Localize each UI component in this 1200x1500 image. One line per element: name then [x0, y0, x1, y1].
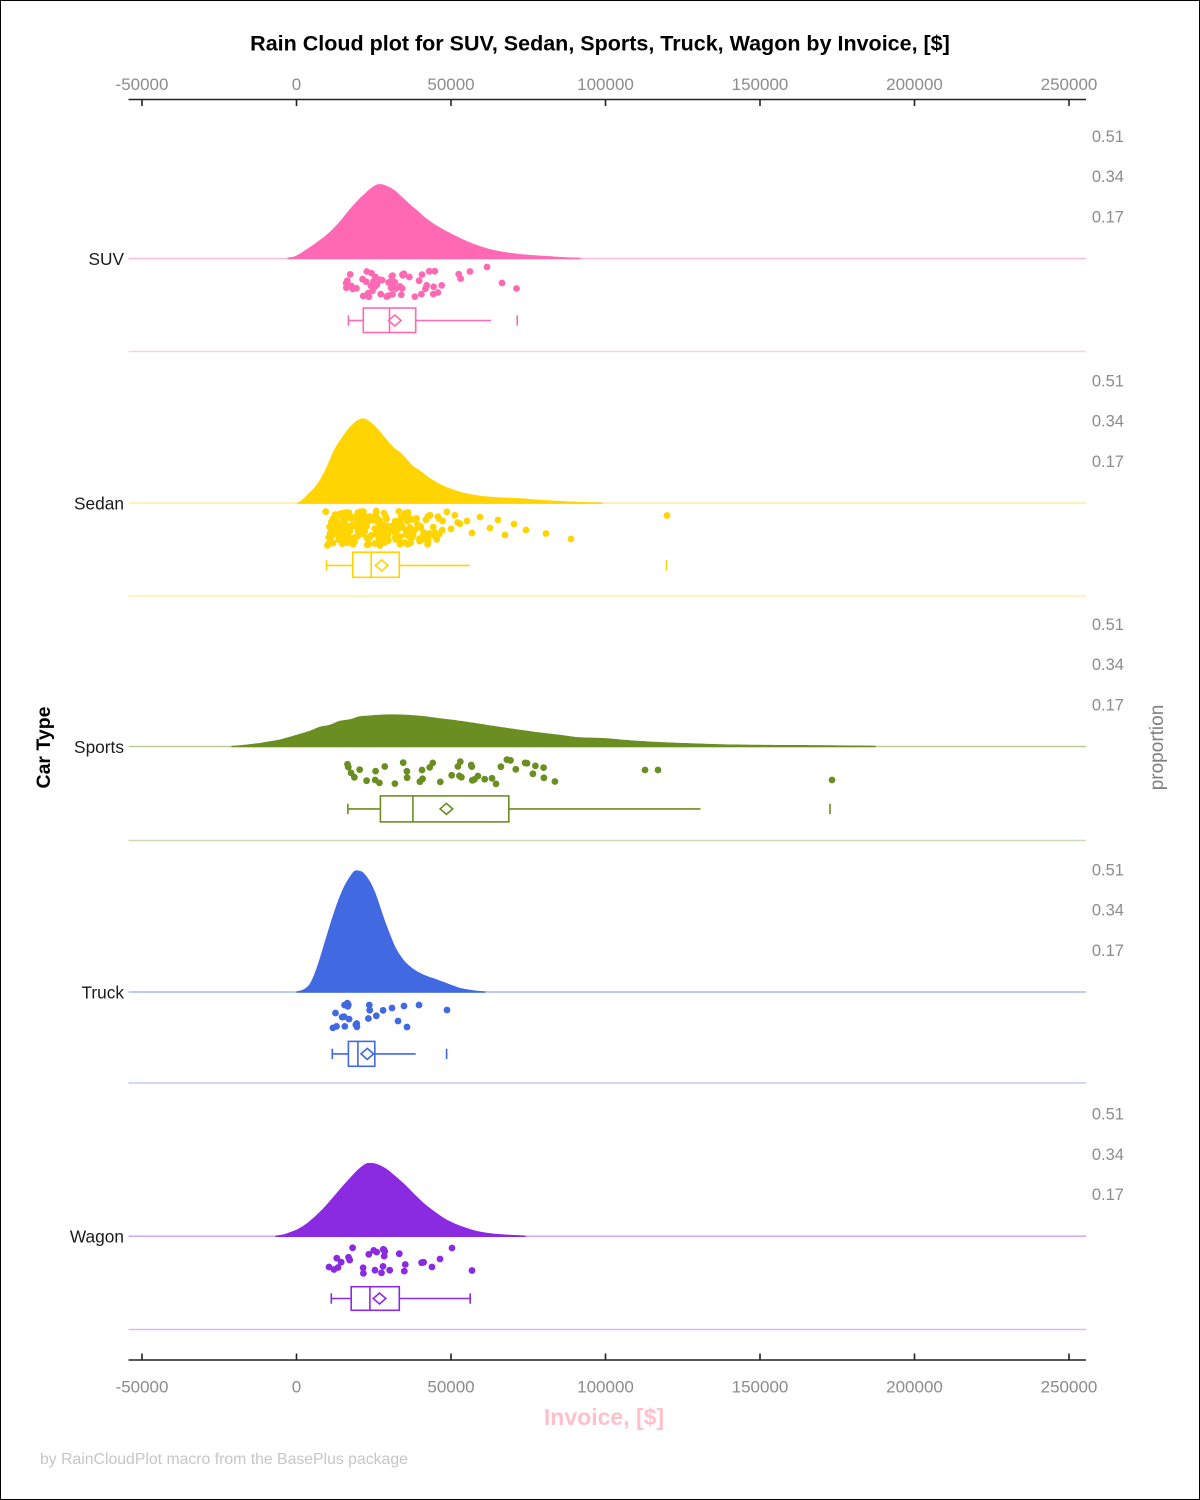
svg-text:250000: 250000	[1041, 75, 1098, 94]
svg-text:0.17: 0.17	[1092, 696, 1124, 714]
svg-text:100000: 100000	[577, 1378, 634, 1397]
svg-text:200000: 200000	[886, 75, 943, 94]
svg-text:100000: 100000	[577, 75, 634, 94]
svg-text:Car Type: Car Type	[33, 706, 55, 788]
svg-text:50000: 50000	[427, 75, 474, 94]
svg-text:0.51: 0.51	[1092, 616, 1124, 634]
svg-text:0.34: 0.34	[1092, 656, 1124, 674]
svg-text:0.17: 0.17	[1092, 1186, 1124, 1204]
svg-text:200000: 200000	[886, 1378, 943, 1397]
svg-text:0.51: 0.51	[1092, 1106, 1124, 1124]
svg-text:by RainCloudPlot macro from th: by RainCloudPlot macro from the BasePlus…	[40, 1451, 408, 1468]
svg-text:Rain Cloud plot for SUV, Sedan: Rain Cloud plot for SUV, Sedan, Sports, …	[250, 32, 950, 56]
svg-text:250000: 250000	[1041, 1378, 1098, 1397]
svg-text:0.51: 0.51	[1092, 861, 1124, 879]
svg-text:Invoice, [$]: Invoice, [$]	[544, 1404, 664, 1430]
svg-text:proportion: proportion	[1147, 705, 1168, 791]
svg-text:SUV: SUV	[88, 249, 124, 269]
svg-text:0.34: 0.34	[1092, 1146, 1124, 1164]
svg-text:Sedan: Sedan	[74, 493, 124, 513]
svg-text:Truck: Truck	[81, 982, 124, 1002]
svg-text:0: 0	[292, 1378, 301, 1397]
svg-text:-50000: -50000	[116, 75, 169, 94]
svg-text:0: 0	[292, 75, 301, 94]
svg-text:0.34: 0.34	[1092, 168, 1124, 186]
svg-text:-50000: -50000	[116, 1378, 169, 1397]
svg-text:0.17: 0.17	[1092, 208, 1124, 226]
svg-text:50000: 50000	[427, 1378, 474, 1397]
svg-text:Wagon: Wagon	[70, 1227, 124, 1247]
svg-text:0.17: 0.17	[1092, 453, 1124, 471]
svg-text:0.51: 0.51	[1092, 372, 1124, 390]
svg-text:150000: 150000	[732, 1378, 789, 1397]
svg-text:0.34: 0.34	[1092, 413, 1124, 431]
svg-text:0.51: 0.51	[1092, 128, 1124, 146]
svg-text:150000: 150000	[732, 75, 789, 94]
svg-text:Sports: Sports	[74, 737, 124, 757]
svg-text:0.34: 0.34	[1092, 902, 1124, 920]
svg-text:0.17: 0.17	[1092, 942, 1124, 960]
